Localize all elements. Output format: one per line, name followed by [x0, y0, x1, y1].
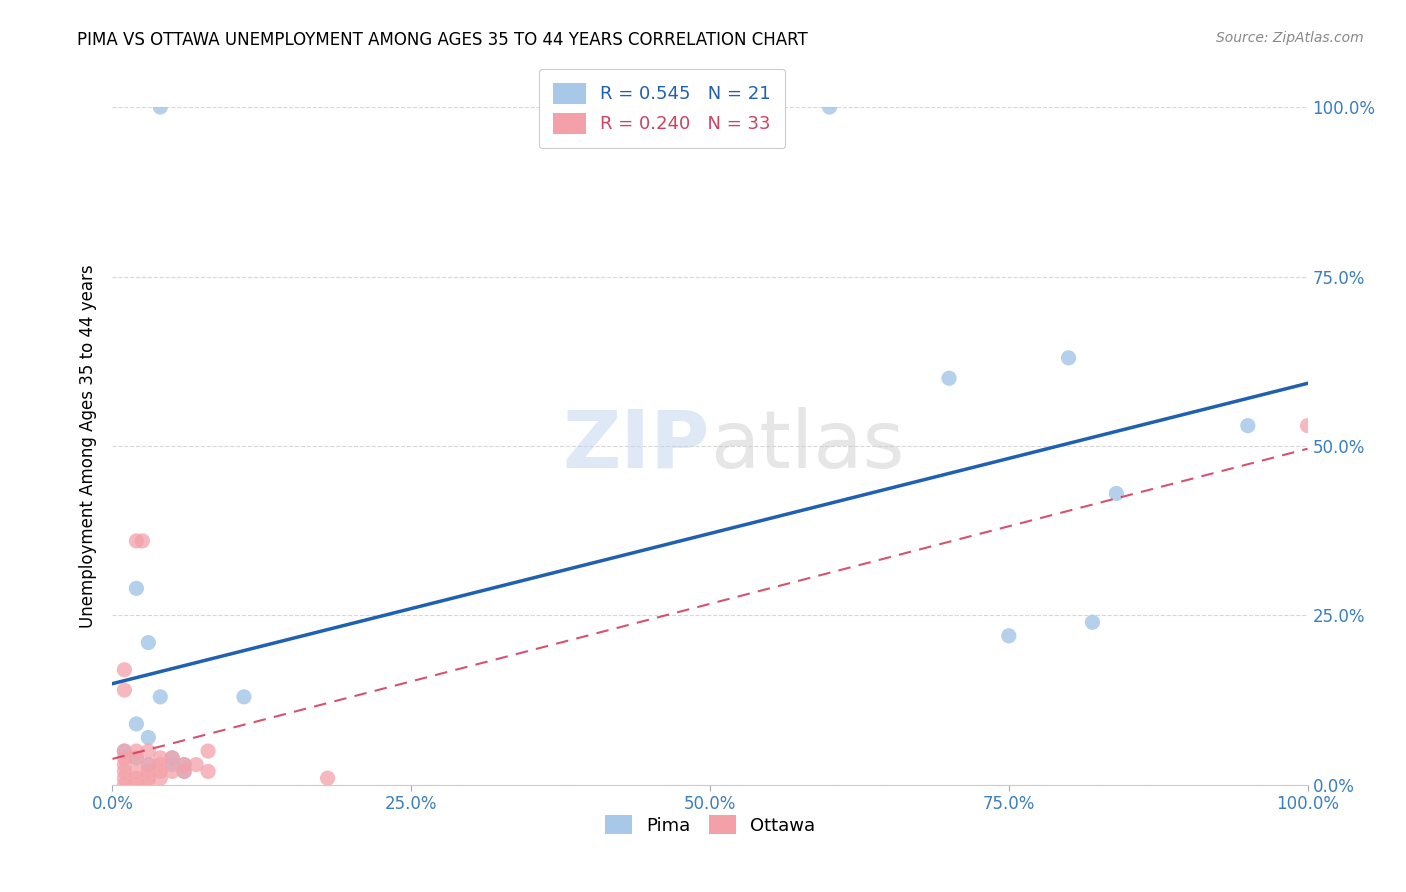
- Point: [818, 100, 841, 114]
- Point: [149, 751, 172, 765]
- Point: [197, 764, 219, 779]
- Point: [162, 751, 183, 765]
- Point: [114, 757, 135, 772]
- Point: [149, 690, 172, 704]
- Point: [138, 764, 160, 779]
- Point: [138, 635, 160, 649]
- Point: [173, 757, 195, 772]
- Point: [125, 744, 148, 758]
- Point: [131, 533, 153, 548]
- Point: [998, 629, 1021, 643]
- Point: [149, 100, 172, 114]
- Point: [138, 771, 160, 785]
- Point: [173, 757, 195, 772]
- Point: [162, 757, 183, 772]
- Point: [138, 744, 160, 758]
- Point: [125, 778, 148, 792]
- Point: [125, 717, 148, 731]
- Point: [114, 771, 135, 785]
- Point: [138, 778, 160, 792]
- Point: [316, 771, 339, 785]
- Point: [125, 771, 148, 785]
- Point: [114, 764, 135, 779]
- Point: [114, 778, 135, 792]
- Point: [1105, 486, 1128, 500]
- Point: [162, 751, 183, 765]
- Point: [125, 751, 148, 765]
- Point: [1057, 351, 1080, 365]
- Point: [186, 757, 208, 772]
- Point: [114, 683, 135, 698]
- Point: [1296, 418, 1319, 433]
- Legend: R = 0.545   N = 21, R = 0.240   N = 33: R = 0.545 N = 21, R = 0.240 N = 33: [538, 69, 786, 148]
- Point: [125, 764, 148, 779]
- Point: [125, 582, 148, 596]
- Point: [233, 690, 256, 704]
- Text: Source: ZipAtlas.com: Source: ZipAtlas.com: [1216, 31, 1364, 45]
- Point: [138, 757, 160, 772]
- Point: [173, 764, 195, 779]
- Text: atlas: atlas: [710, 407, 904, 485]
- Point: [114, 744, 135, 758]
- Point: [173, 764, 195, 779]
- Point: [114, 751, 135, 765]
- Point: [138, 731, 160, 745]
- Point: [149, 771, 172, 785]
- Point: [938, 371, 960, 385]
- Text: PIMA VS OTTAWA UNEMPLOYMENT AMONG AGES 35 TO 44 YEARS CORRELATION CHART: PIMA VS OTTAWA UNEMPLOYMENT AMONG AGES 3…: [77, 31, 808, 49]
- Text: ZIP: ZIP: [562, 407, 710, 485]
- Point: [1237, 418, 1260, 433]
- Point: [138, 757, 160, 772]
- Point: [162, 764, 183, 779]
- Point: [149, 757, 172, 772]
- Point: [197, 744, 219, 758]
- Point: [125, 751, 148, 765]
- Point: [114, 663, 135, 677]
- Point: [114, 744, 135, 758]
- Point: [1081, 615, 1104, 630]
- Point: [125, 533, 148, 548]
- Point: [149, 764, 172, 779]
- Y-axis label: Unemployment Among Ages 35 to 44 years: Unemployment Among Ages 35 to 44 years: [79, 264, 97, 628]
